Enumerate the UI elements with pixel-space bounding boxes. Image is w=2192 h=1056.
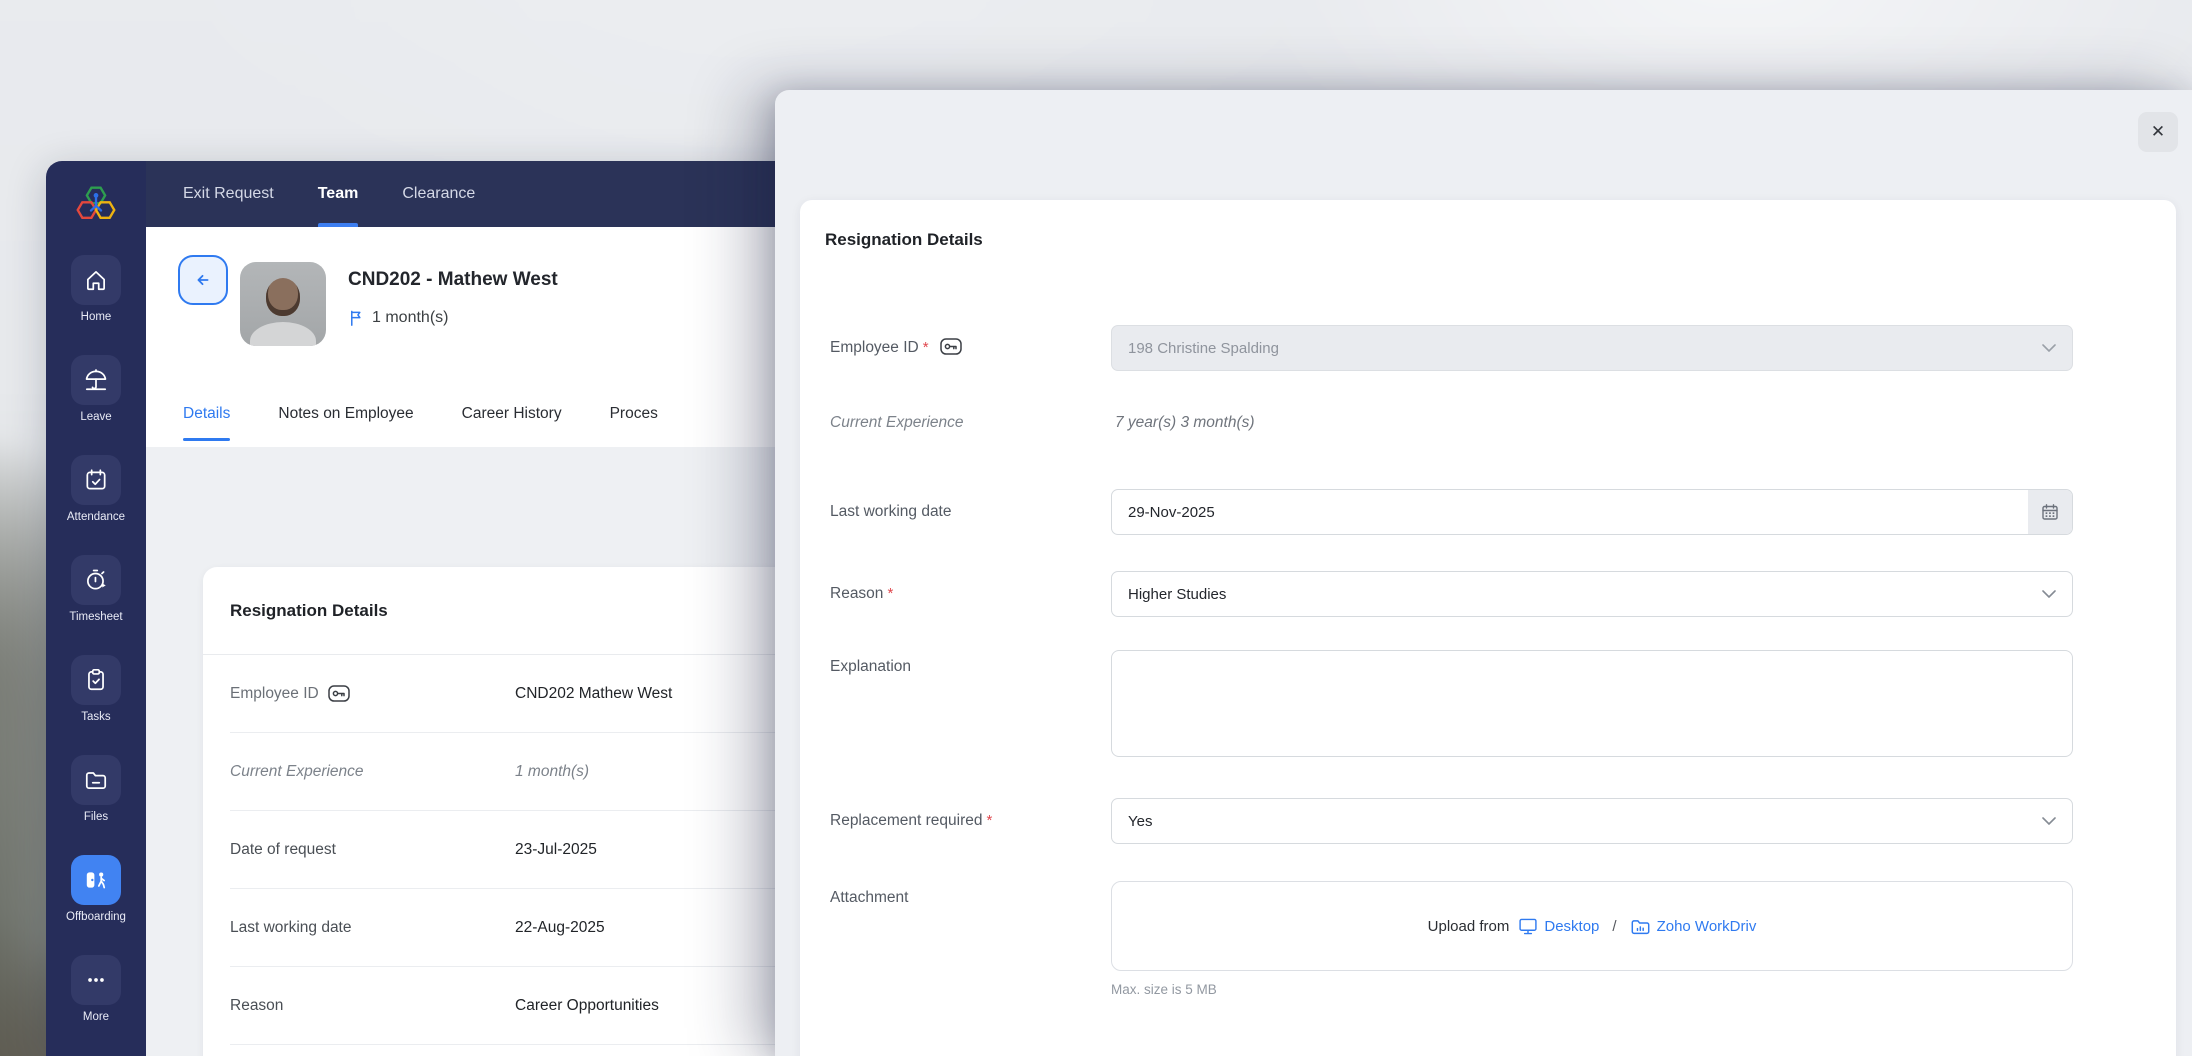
sidebar-item-attendance[interactable]: Attendance [67, 455, 125, 523]
tab-clearance[interactable]: Clearance [402, 161, 475, 227]
key-icon [327, 685, 350, 702]
field-label-last-working-date: Last working date [830, 503, 952, 520]
back-button[interactable] [178, 255, 228, 305]
sidebar-item-label: Home [80, 311, 112, 323]
field-label-replacement-required: Replacement required * [830, 812, 993, 829]
employee-id-select[interactable]: 198 Christine Spalding [1111, 325, 2073, 371]
active-tab-underline [183, 438, 231, 441]
door-exit-icon [70, 855, 121, 905]
selected-value: Higher Studies [1128, 585, 1227, 603]
sidebar-item-offboarding[interactable]: Offboarding [66, 855, 126, 923]
tab-label: Clearance [402, 185, 476, 202]
tab-label: Exit Request [183, 185, 274, 202]
detail-label: Reason [230, 996, 284, 1014]
umbrella-icon [70, 355, 121, 405]
current-experience-value: 7 year(s) 3 month(s) [1115, 414, 1255, 431]
last-working-date-input[interactable]: 29-Nov-2025 [1111, 489, 2073, 535]
field-label-current-experience: Current Experience [830, 414, 964, 431]
tab-team[interactable]: Team [317, 161, 359, 227]
sidebar-item-label: Offboarding [66, 911, 126, 923]
calendar-check-icon [70, 455, 121, 505]
selected-value: Yes [1128, 812, 1153, 830]
detail-value: 22-Aug-2025 [515, 918, 605, 936]
modal-form-card: Resignation Details Employee ID * 198 Chr… [800, 200, 2176, 1056]
upload-prefix: Upload from [1427, 917, 1510, 935]
home-icon [70, 255, 121, 305]
sidebar-item-label: Timesheet [69, 611, 123, 623]
replacement-required-select[interactable]: Yes [1111, 798, 2073, 844]
chevron-down-icon [2042, 590, 2056, 598]
tab-exit-request[interactable]: Exit Request [183, 161, 274, 227]
content-tabs: Details Notes on Employee Career History… [183, 405, 658, 441]
add-resignation-modal: Add Resignation ✕ Resignation Details Em… [775, 90, 2192, 1056]
active-tab-underline [317, 223, 359, 227]
sidebar-item-leave[interactable]: Leave [70, 355, 121, 423]
field-label-attachment: Attachment [830, 889, 909, 906]
sidebar-item-timesheet[interactable]: Timesheet [69, 555, 123, 623]
sidebar: Home Leave [46, 161, 146, 1056]
sidebar-item-files[interactable]: Files [70, 755, 121, 823]
tab-label: Notes on Employee [278, 405, 414, 422]
detail-label: Date of request [230, 840, 336, 858]
monitor-icon [1519, 918, 1537, 934]
tab-process[interactable]: Proces [610, 405, 658, 441]
sidebar-nav: Home Leave [66, 255, 126, 1055]
employee-name: CND202 - Mathew West [348, 269, 558, 290]
sidebar-item-home[interactable]: Home [70, 255, 121, 323]
detail-label: Employee ID [230, 684, 319, 702]
tab-details[interactable]: Details [183, 405, 231, 441]
flag-icon [351, 310, 361, 326]
detail-value: 1 month(s) [515, 762, 590, 780]
arrow-left-icon [197, 274, 209, 286]
zoho-people-logo-icon [73, 183, 119, 227]
close-button[interactable]: ✕ [2138, 112, 2178, 152]
detail-label: Current Experience [230, 762, 364, 780]
attachment-dropzone[interactable]: Upload from Desktop / Zoho WorkDriv [1111, 881, 2073, 971]
sidebar-item-label: Attendance [66, 511, 126, 523]
sidebar-item-label: Leave [80, 411, 112, 423]
sidebar-item-label: Files [83, 811, 109, 823]
tab-label: Career History [461, 405, 562, 422]
detail-value: CND202 Mathew West [515, 684, 673, 702]
modal-section-title: Resignation Details [825, 230, 983, 249]
date-value: 29-Nov-2025 [1128, 503, 1215, 521]
folder-icon [70, 755, 121, 805]
tenure-label: 1 month(s) [372, 309, 449, 326]
tab-career-history[interactable]: Career History [462, 405, 562, 441]
workdrive-folder-icon [1631, 919, 1650, 934]
key-icon [940, 338, 962, 355]
close-icon: ✕ [2150, 122, 2166, 141]
field-label-reason: Reason * [830, 585, 894, 602]
attachment-size-hint: Max. size is 5 MB [1111, 982, 1217, 997]
chevron-down-icon [2042, 344, 2056, 352]
sidebar-item-label: Tasks [81, 711, 111, 723]
field-label-employee-id: Employee ID * [830, 325, 962, 371]
explanation-textarea[interactable] [1111, 650, 2073, 757]
field-label-explanation: Explanation [830, 658, 912, 675]
tab-notes-on-employee[interactable]: Notes on Employee [278, 405, 413, 441]
detail-value: 23-Jul-2025 [515, 840, 597, 858]
clipboard-check-icon [70, 655, 121, 705]
separator: / [1612, 917, 1617, 935]
detail-label: Last working date [230, 918, 352, 936]
reason-select[interactable]: Higher Studies [1111, 571, 2073, 617]
detail-value: Career Opportunities [515, 996, 659, 1014]
employee-avatar [240, 262, 326, 346]
tab-label: Team [317, 185, 359, 202]
ellipsis-icon [70, 955, 121, 1005]
selected-value: 198 Christine Spalding [1128, 339, 1279, 357]
sidebar-item-label: More [82, 1011, 110, 1023]
calendar-icon[interactable] [2028, 490, 2072, 534]
upload-from-desktop-link[interactable]: Desktop [1518, 917, 1599, 936]
tab-label: Proces [609, 405, 658, 422]
sidebar-item-more[interactable]: More [70, 955, 121, 1023]
chevron-down-icon [2042, 817, 2056, 825]
sidebar-item-tasks[interactable]: Tasks [70, 655, 121, 723]
tab-label: Details [183, 405, 231, 422]
upload-from-workdrive-link[interactable]: Zoho WorkDriv [1630, 917, 1756, 936]
timer-icon [70, 555, 121, 605]
employee-tenure: 1 month(s) [348, 309, 448, 327]
